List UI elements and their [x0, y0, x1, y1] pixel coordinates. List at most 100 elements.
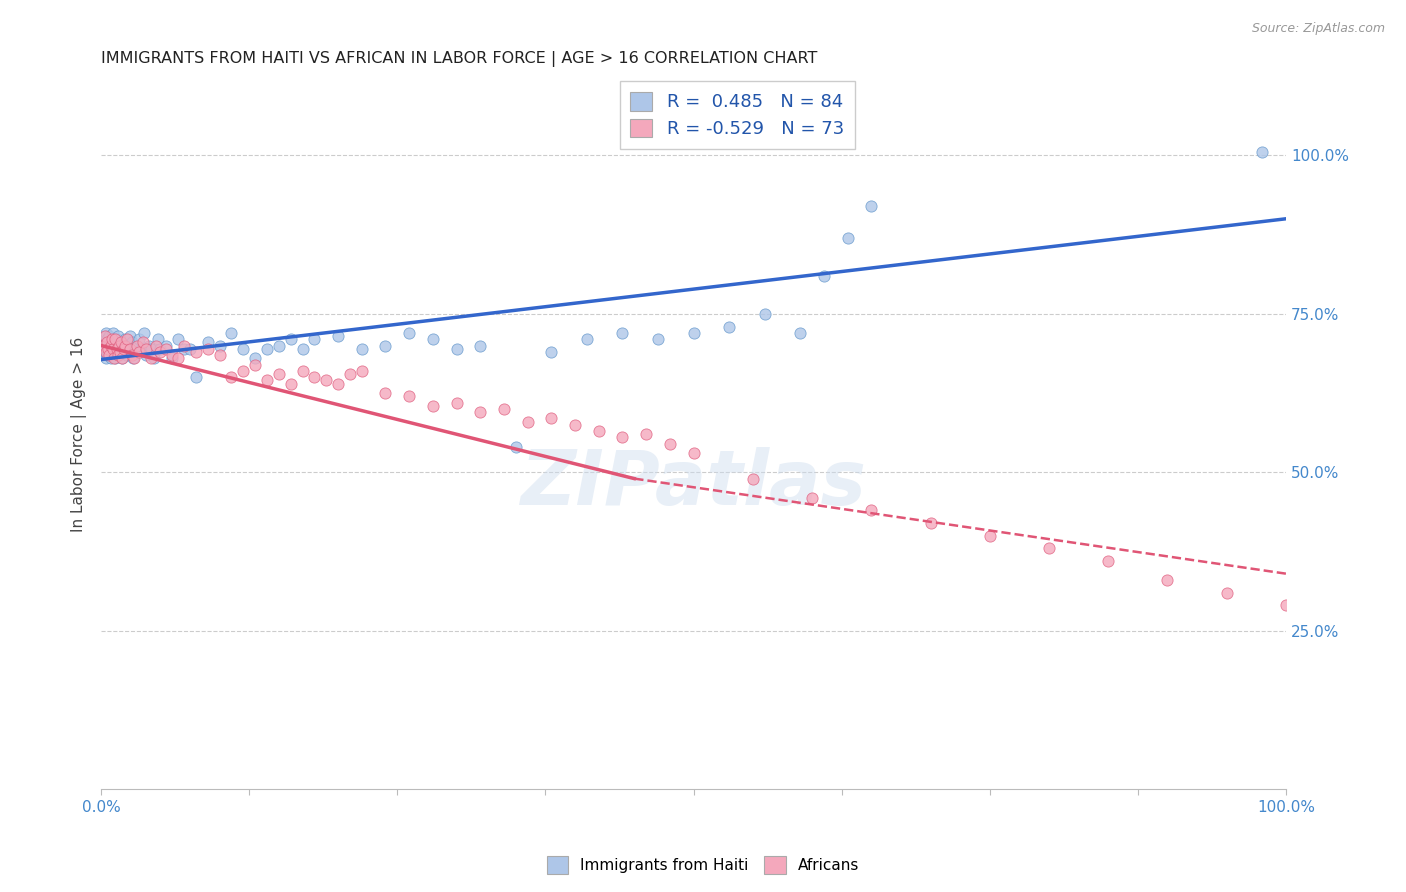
Point	[339, 367, 361, 381]
Point	[422, 332, 444, 346]
Point	[350, 364, 373, 378]
Point	[111, 351, 134, 366]
Point	[125, 338, 148, 352]
Point	[149, 342, 172, 356]
Point	[374, 338, 396, 352]
Point	[115, 348, 138, 362]
Point	[117, 338, 139, 352]
Point	[94, 326, 117, 340]
Point	[470, 338, 492, 352]
Point	[1251, 145, 1274, 160]
Point	[101, 342, 124, 356]
Point	[1156, 573, 1178, 587]
Point	[326, 376, 349, 391]
Point	[718, 319, 741, 334]
Point	[801, 491, 824, 505]
Point	[149, 344, 172, 359]
Point	[243, 351, 266, 366]
Point	[1038, 541, 1060, 556]
Point	[101, 332, 124, 346]
Point	[146, 332, 169, 346]
Point	[184, 344, 207, 359]
Point	[93, 338, 115, 352]
Point	[91, 348, 114, 362]
Point	[107, 348, 129, 362]
Point	[108, 348, 131, 362]
Point	[315, 373, 337, 387]
Point	[124, 351, 146, 366]
Point	[575, 332, 598, 346]
Point	[326, 329, 349, 343]
Point	[256, 342, 278, 356]
Point	[131, 335, 153, 350]
Point	[110, 342, 132, 356]
Point	[350, 342, 373, 356]
Point	[105, 342, 128, 356]
Point	[256, 373, 278, 387]
Point	[108, 338, 131, 352]
Point	[104, 351, 127, 366]
Point	[446, 342, 468, 356]
Point	[173, 338, 195, 352]
Point	[374, 386, 396, 401]
Point	[122, 351, 145, 366]
Point	[160, 348, 183, 362]
Point	[112, 342, 135, 356]
Point	[540, 411, 562, 425]
Point	[789, 326, 811, 340]
Point	[221, 370, 243, 384]
Point	[143, 351, 166, 366]
Point	[291, 342, 314, 356]
Point	[121, 348, 143, 362]
Point	[128, 344, 150, 359]
Point	[837, 231, 859, 245]
Point	[1097, 554, 1119, 568]
Point	[208, 348, 231, 362]
Text: IMMIGRANTS FROM HAITI VS AFRICAN IN LABOR FORCE | AGE > 16 CORRELATION CHART: IMMIGRANTS FROM HAITI VS AFRICAN IN LABO…	[101, 51, 817, 67]
Point	[813, 268, 835, 283]
Point	[470, 405, 492, 419]
Point	[155, 342, 177, 356]
Point	[232, 364, 254, 378]
Point	[267, 367, 290, 381]
Point	[197, 335, 219, 350]
Text: Source: ZipAtlas.com: Source: ZipAtlas.com	[1251, 22, 1385, 36]
Legend: Immigrants from Haiti, Africans: Immigrants from Haiti, Africans	[541, 850, 865, 880]
Point	[647, 332, 669, 346]
Point	[93, 338, 115, 352]
Text: ZIPatlas: ZIPatlas	[520, 447, 866, 521]
Point	[115, 332, 138, 346]
Point	[139, 351, 162, 366]
Point	[860, 503, 883, 517]
Point	[128, 332, 150, 346]
Point	[197, 342, 219, 356]
Point	[125, 338, 148, 352]
Point	[145, 338, 167, 352]
Point	[516, 415, 538, 429]
Point	[398, 326, 420, 340]
Point	[304, 370, 326, 384]
Point	[100, 338, 122, 352]
Point	[179, 342, 201, 356]
Point	[505, 440, 527, 454]
Point	[94, 351, 117, 366]
Point	[155, 338, 177, 352]
Point	[104, 335, 127, 350]
Legend: R =  0.485   N = 84, R = -0.529   N = 73: R = 0.485 N = 84, R = -0.529 N = 73	[620, 81, 855, 149]
Point	[138, 338, 160, 352]
Point	[97, 335, 120, 350]
Point	[112, 338, 135, 352]
Point	[184, 370, 207, 384]
Point	[208, 338, 231, 352]
Point	[1275, 599, 1298, 613]
Point	[232, 342, 254, 356]
Point	[98, 329, 121, 343]
Point	[135, 342, 157, 356]
Point	[612, 326, 634, 340]
Point	[267, 338, 290, 352]
Point	[132, 326, 155, 340]
Point	[108, 344, 131, 359]
Point	[860, 199, 883, 213]
Point	[398, 389, 420, 403]
Point	[291, 364, 314, 378]
